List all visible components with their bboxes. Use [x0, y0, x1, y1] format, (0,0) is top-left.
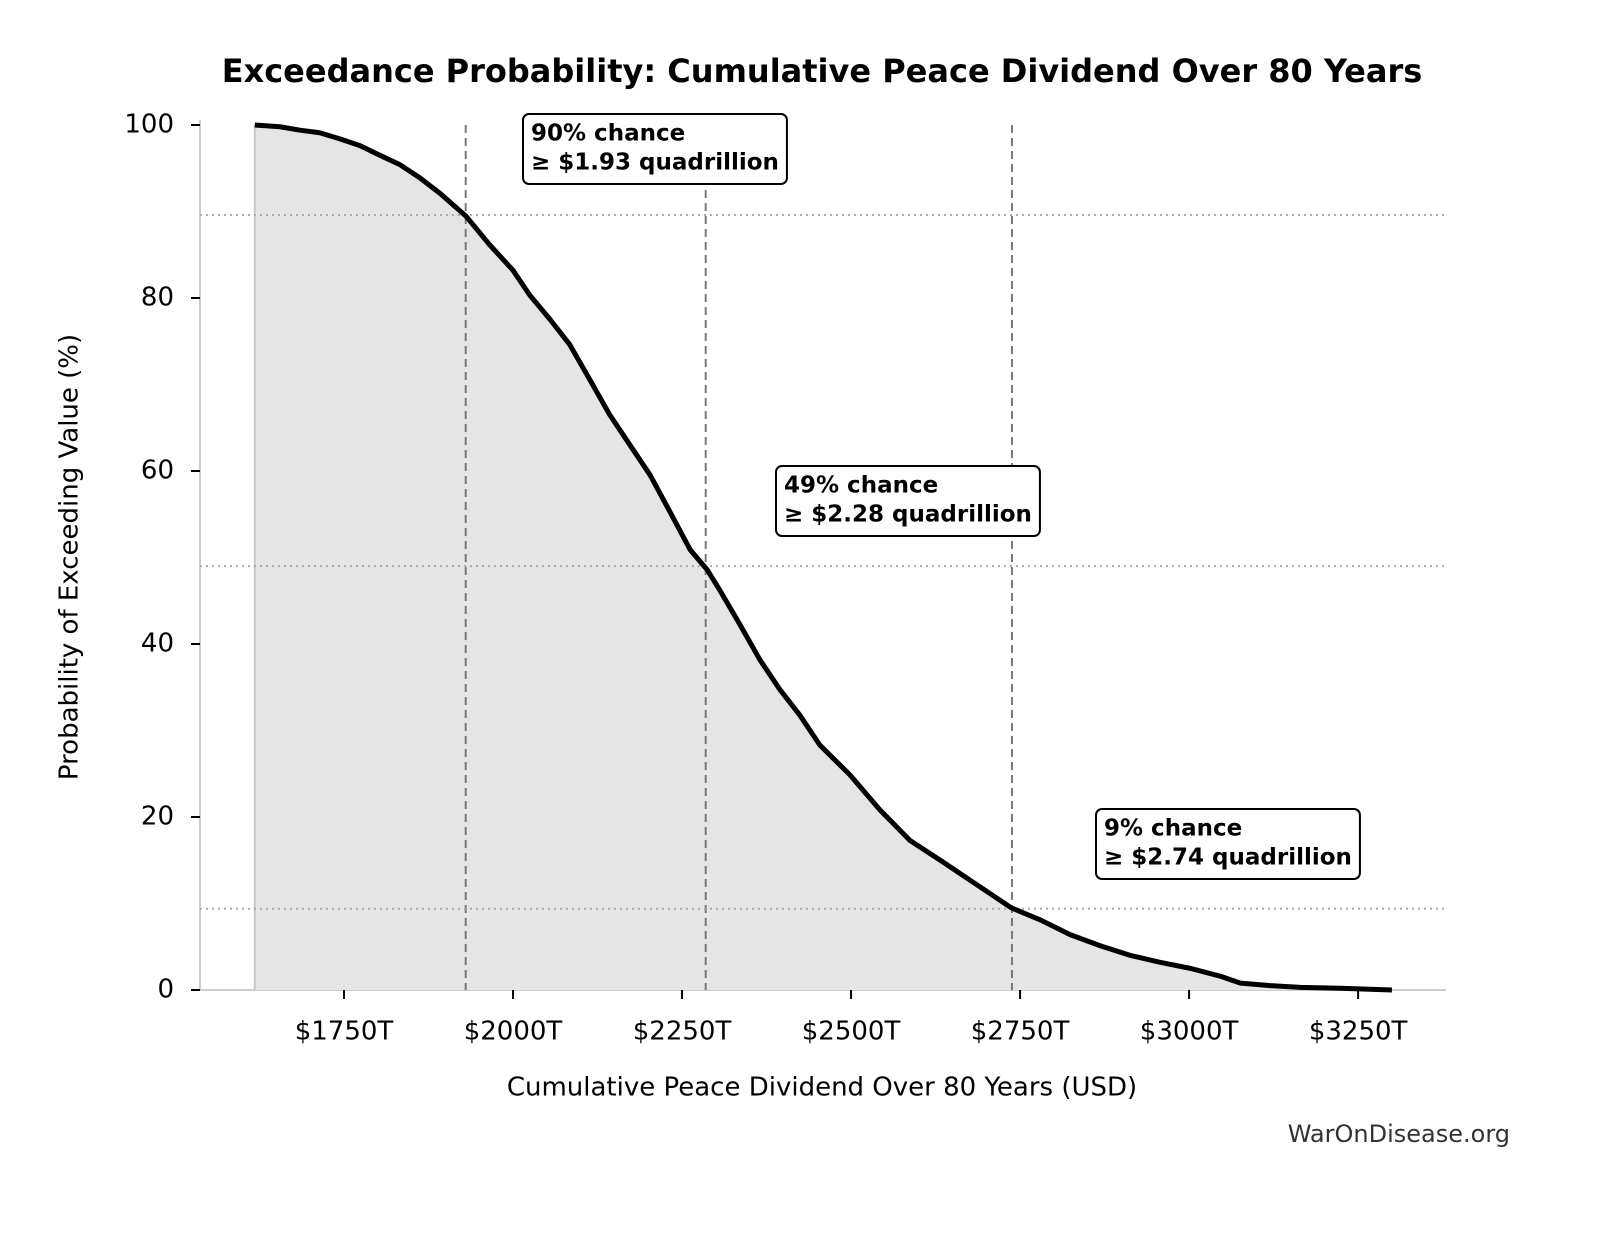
annotation-text: ≥ $2.74 quadrillion: [1104, 845, 1352, 871]
annotation-text: 90% chance: [531, 121, 685, 147]
y-tick-label: 60: [141, 456, 174, 486]
annotation-box: [1095, 808, 1361, 880]
annotation-text: 9% chance: [1104, 816, 1242, 842]
exceedance-line: [254, 122, 1392, 993]
x-axis-label: Cumulative Peace Dividend Over 80 Years …: [507, 1073, 1137, 1103]
y-tick-label: 80: [141, 283, 174, 313]
annotation: 90% chance ≥ $1.93 quadrillion: [522, 113, 788, 185]
x-tick-label: $1750T: [295, 1017, 394, 1047]
annotation-text: ≥ $2.28 quadrillion: [784, 502, 1032, 528]
x-tick-label: $3000T: [1140, 1017, 1239, 1047]
y-axis-label: Probability of Exceeding Value (%): [55, 334, 85, 780]
x-tick-label: $3250T: [1309, 1017, 1408, 1047]
chart-title: Exceedance Probability: Cumulative Peace…: [222, 52, 1423, 90]
x-tick-label: $2750T: [971, 1017, 1070, 1047]
annotation-text: ≥ $1.93 quadrillion: [531, 150, 779, 176]
x-tick-label: $2500T: [802, 1017, 901, 1047]
y-tick-label: 0: [157, 975, 174, 1005]
annotation-text: 49% chance: [784, 473, 938, 499]
x-tick-label: $2000T: [464, 1017, 563, 1047]
annotation: 49% chance ≥ $2.28 quadrillion: [775, 465, 1041, 537]
y-tick-label: 40: [141, 629, 174, 659]
y-tick-label: 100: [124, 110, 174, 140]
annotation-box: [775, 465, 1041, 537]
x-tick-label: $2250T: [633, 1017, 732, 1047]
credit: WarOnDisease.org: [1288, 1120, 1510, 1148]
annotation-box: [522, 113, 788, 185]
area-fill: [254, 125, 1392, 990]
y-tick-label: 20: [141, 802, 174, 832]
annotation: 9% chance ≥ $2.74 quadrillion: [1095, 808, 1361, 880]
